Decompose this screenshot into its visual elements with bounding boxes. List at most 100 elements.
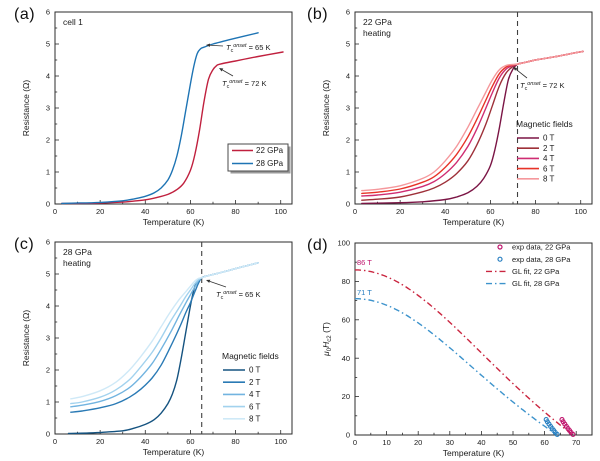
y-tick-label: 3 [346, 104, 350, 113]
tc-annotation: Tconset = 65 K [226, 43, 270, 54]
x-tick-label: 70 [572, 438, 580, 447]
plot-condition-label: cell 1 [63, 17, 83, 27]
panel-letter-c: (c) [14, 236, 35, 253]
legend-marker-circle [497, 256, 503, 262]
y-tick-label: 20 [342, 392, 350, 401]
x-axis-title: Temperature (K) [443, 217, 505, 227]
y-tick-label: 1 [346, 168, 350, 177]
tc-annotation: Tconset = 65 K [216, 290, 260, 301]
x-tick-label: 0 [353, 207, 357, 216]
exp-data-point [559, 417, 565, 423]
x-tick-label: 60 [486, 207, 494, 216]
x-tick-label: 0 [53, 437, 57, 446]
x-tick-label: 0 [53, 207, 57, 216]
y-tick-label: 4 [46, 302, 50, 311]
legend-entry-label: 4 T [543, 154, 555, 163]
tc-annotation-arrow-head [206, 43, 211, 47]
y-tick-label: 80 [342, 277, 350, 286]
y-tick-label: 3 [46, 334, 50, 343]
y-axis-title: Resistance (Ω) [21, 310, 31, 367]
x-tick-label: 20 [396, 207, 404, 216]
panel-letter-a: (a) [14, 6, 36, 23]
x-tick-label: 50 [509, 438, 517, 447]
plot-condition-label: 28 GPa [63, 247, 92, 257]
x-tick-label: 80 [231, 437, 239, 446]
series-line-4-t [70, 262, 259, 408]
y-tick-label: 0 [346, 431, 350, 440]
x-axis-title: Temperature (K) [443, 448, 505, 458]
series-line-8-t [361, 50, 584, 192]
y-tick-label: 100 [337, 239, 350, 248]
legend-entry-label: 2 T [543, 144, 555, 153]
legend-entry-label: exp data, 28 GPa [512, 255, 571, 264]
panel-b-plot: 0 20 40 60 80 100 0 1 2 3 4 5 6 Temperature (K) Resist… [321, 8, 593, 227]
legend-entry-label: 8 T [543, 175, 555, 184]
panel-c: (c) 0 20 40 60 80 100 0 1 2 3 4 5 6 Temperature (K) Re… [0, 230, 300, 460]
fit-line-gl-fit-28-gpa [354, 298, 558, 436]
panel-c-plot: 0 20 40 60 80 100 0 1 2 3 4 5 6 Temperature (K) Resist… [21, 238, 293, 457]
legend-title: Magnetic fields [222, 351, 279, 361]
tc-annotation-arrow-line [209, 280, 227, 288]
legend-entry-label: 28 GPa [256, 159, 284, 168]
series-line-2-t [70, 262, 259, 413]
y-tick-label: 5 [46, 270, 50, 279]
plot-condition-label: heating [363, 28, 391, 38]
y-tick-label: 60 [342, 315, 350, 324]
legend-entry-label: 22 GPa [256, 146, 284, 155]
y-tick-label: 2 [46, 366, 50, 375]
y-tick-label: 6 [46, 8, 50, 17]
x-tick-label: 20 [96, 207, 104, 216]
y-tick-label: 6 [346, 8, 350, 17]
x-tick-label: 30 [446, 438, 454, 447]
x-tick-label: 60 [186, 437, 194, 446]
legend-box [227, 143, 289, 172]
x-tick-label: 20 [96, 437, 104, 446]
y-axis-title: μ0Hc2 (T) [321, 322, 333, 357]
x-tick-label: 60 [540, 438, 548, 447]
axes-frame [354, 11, 593, 205]
y-axis-title: Resistance (Ω) [321, 80, 331, 137]
legend-title: Magnetic fields [516, 119, 573, 129]
panel-a: (a) 0 20 40 60 80 100 0 1 2 3 4 5 6 Temperature (K) Re… [0, 0, 300, 230]
legend-entry-label: 0 T [543, 134, 555, 143]
y-tick-label: 1 [46, 398, 50, 407]
tc-annotation-arrow-head [513, 67, 518, 71]
x-axis-title: Temperature (K) [143, 447, 205, 457]
x-tick-label: 40 [141, 437, 149, 446]
x-tick-label: 100 [274, 437, 287, 446]
tc-annotation: Tconset = 72 K [520, 81, 564, 92]
legend-entry-label: 6 T [249, 402, 261, 411]
plot-condition-label: 22 GPa [363, 17, 392, 27]
tc-annotation-arrow-line [222, 69, 234, 77]
legend-entry-label: GL fit, 28 GPa [512, 279, 560, 288]
legend-marker-circle [497, 244, 503, 250]
x-tick-label: 40 [441, 207, 449, 216]
x-tick-label: 40 [477, 438, 485, 447]
y-tick-label: 5 [346, 40, 350, 49]
y-tick-label: 2 [346, 136, 350, 145]
legend-entry-label: 4 T [249, 390, 261, 399]
y-tick-label: 2 [46, 136, 50, 145]
x-tick-label: 0 [353, 438, 357, 447]
plot-condition-label: heating [63, 258, 91, 268]
series-line-8-t [70, 262, 259, 400]
x-tick-label: 40 [141, 207, 149, 216]
panel-letter-b: (b) [307, 6, 329, 23]
x-tick-label: 100 [274, 207, 287, 216]
series-line-22-gpa [61, 51, 284, 205]
panel-d-plot: 0 10 20 30 40 50 60 70 0 20 40 60 80 100 Temperature (… [321, 239, 593, 458]
fit-line-gl-fit-22-gpa [355, 269, 574, 436]
tc-annotation-arrow-head [219, 68, 224, 72]
legend-entry-label: 2 T [249, 378, 261, 387]
panel-b: (b) 0 20 40 60 80 100 0 1 2 3 4 5 6 Temperature (K) Re… [300, 0, 600, 230]
series-line-28-gpa [61, 32, 259, 205]
x-tick-label: 60 [186, 207, 194, 216]
y-tick-label: 4 [346, 72, 350, 81]
y-tick-label: 5 [46, 40, 50, 49]
x-tick-label: 20 [414, 438, 422, 447]
tc-annotation: Tconset = 72 K [222, 79, 266, 90]
panel-d: (d) 0 10 20 30 40 50 60 70 0 20 40 60 80 100 Temperatu… [300, 231, 600, 461]
y-tick-label: 1 [46, 168, 50, 177]
y-tick-label: 0 [346, 200, 350, 209]
